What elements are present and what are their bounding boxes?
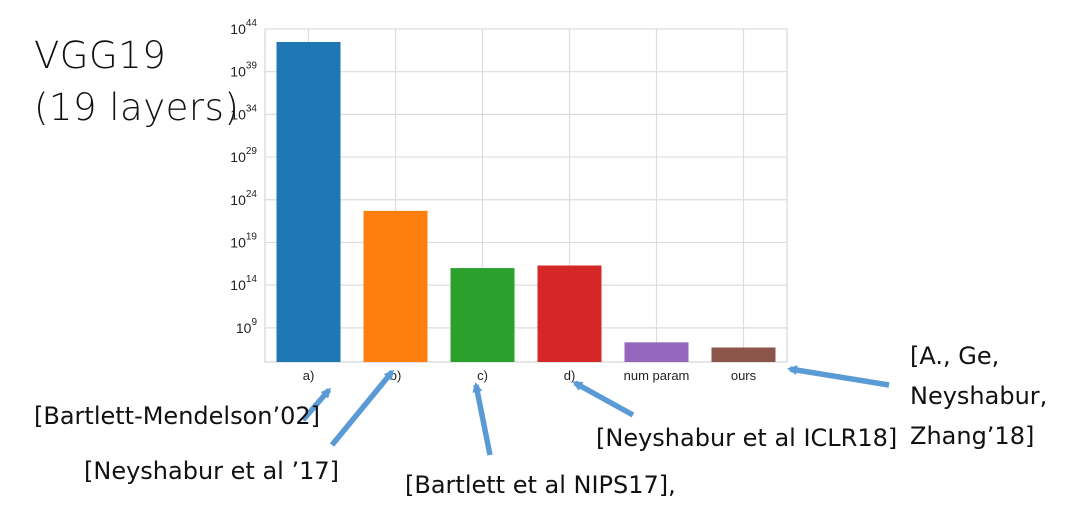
bar-0 (276, 42, 341, 362)
y-tick-label: 1014 (230, 274, 257, 293)
annotation-d: [Neyshabur et al ICLR18] (596, 424, 898, 452)
x-tick-label: ours (731, 368, 757, 383)
x-tick-label: b) (390, 368, 402, 383)
arrow-d (572, 380, 635, 418)
annotation-ours-line-2: Neyshabur, (910, 382, 1048, 410)
y-tick-label: 1044 (230, 18, 257, 37)
bar-2 (450, 268, 515, 362)
plot-area (264, 28, 788, 363)
bar-1 (363, 210, 428, 362)
y-tick-label: 1024 (230, 189, 257, 208)
bar-3 (537, 265, 602, 362)
y-tick-label: 1034 (230, 103, 257, 122)
arrow-a (300, 387, 332, 422)
x-tick-label: num param (624, 368, 690, 383)
arrow-ours (787, 365, 890, 388)
page-title-line-2: (19 layers) (34, 86, 240, 129)
arrow-c (472, 382, 493, 456)
y-tick-label: 1019 (230, 231, 257, 250)
arrow-b (329, 369, 395, 447)
annotation-ours-line-3: Zhang’18] (910, 422, 1035, 450)
bar-4 (624, 342, 689, 362)
x-tick-label: d) (564, 368, 576, 383)
annotation-c: [Bartlett et al NIPS17], (405, 471, 676, 499)
x-tick-label: a) (303, 368, 315, 383)
y-tick-label: 109 (236, 317, 258, 336)
y-tick-label: 1029 (230, 146, 257, 165)
annotation-ours-line-1: [A., Ge, (910, 342, 1000, 370)
x-tick-label: c) (477, 368, 488, 383)
annotation-b: [Neyshabur et al ’17] (84, 457, 339, 485)
page-title-line-1: VGG19 (34, 34, 167, 77)
annotation-a: [Bartlett-Mendelson’02] (34, 402, 321, 430)
annotation-ours: [A., Ge, Neyshabur, Zhang’18] (910, 336, 1047, 456)
y-tick-label: 1039 (230, 61, 257, 80)
bar-5 (711, 347, 776, 362)
